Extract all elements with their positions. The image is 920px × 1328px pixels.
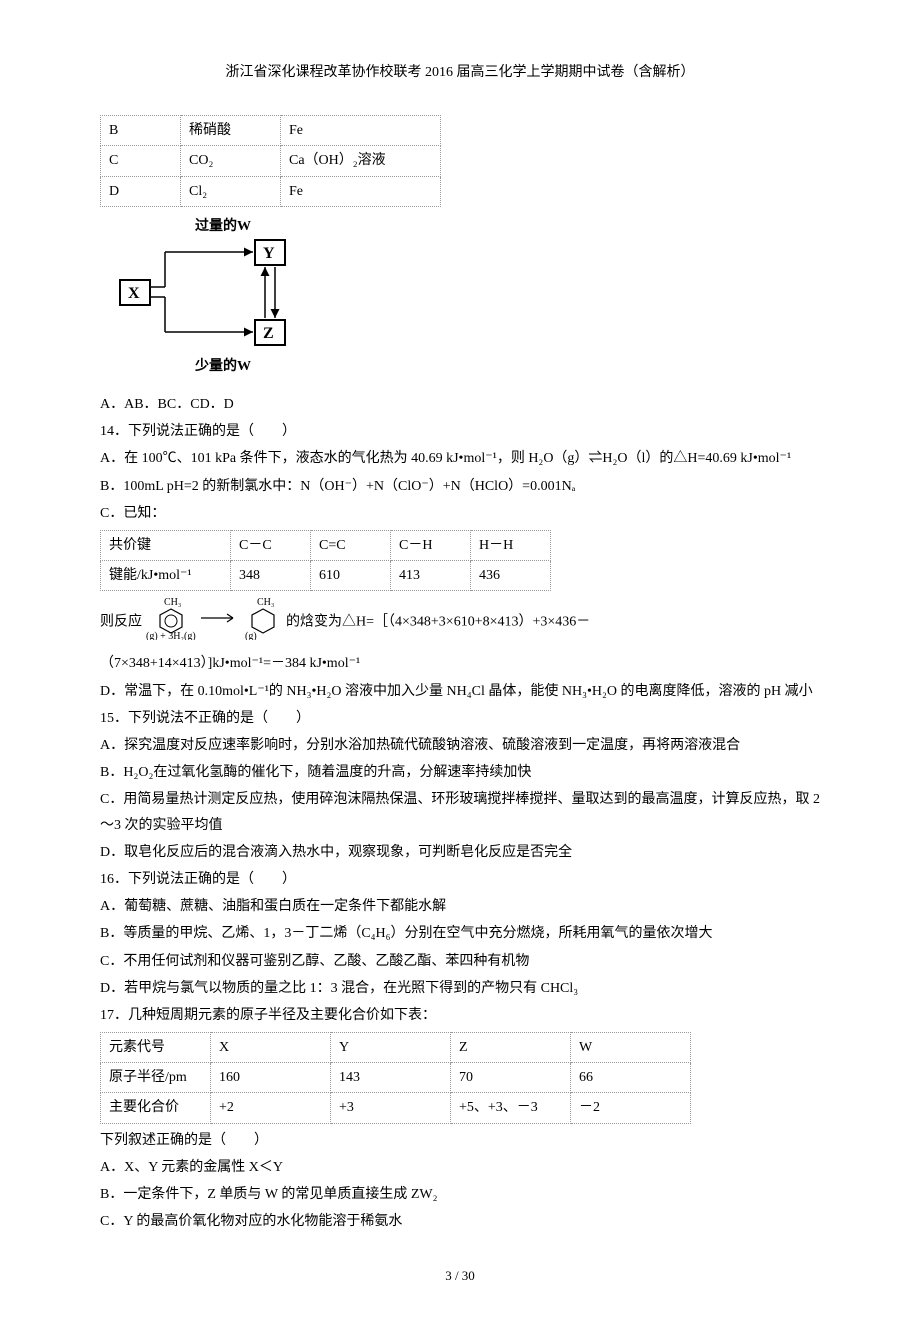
page-footer: 3 / 30 (100, 1264, 820, 1287)
table-cell: 原子半径/pm (101, 1063, 211, 1093)
q14-reaction: 则反应 CH₃ (g) + 3H₂(g) CH₃ (g) 的焓变为△H=［（4×… (100, 595, 820, 649)
q17-title: 17．几种短周期元素的原子半径及主要化合价如下表： (100, 1003, 820, 1028)
table-row: DCl₂Fe (101, 176, 441, 206)
table-cell: 70 (451, 1063, 571, 1093)
table-cell: －2 (571, 1093, 691, 1123)
q14-option-a: A．在 100℃、101 kPa 条件下，液态水的气化热为 40.69 kJ•m… (100, 446, 820, 471)
table-cell: CO₂ (181, 146, 281, 176)
table-cell: 66 (571, 1063, 691, 1093)
q15-option-a: A．探究温度对反应速率影响时，分别水浴加热硫代硫酸钠溶液、硫酸溶液到一定温度，再… (100, 733, 820, 758)
table-row: 原子半径/pm1601437066 (101, 1063, 691, 1093)
table-cell: 稀硝酸 (181, 116, 281, 146)
table-cell: 436 (471, 561, 551, 591)
table-row: CCO₂Ca（OH）₂溶液 (101, 146, 441, 176)
table-row: 键能/kJ•mol⁻¹348610413436 (101, 561, 551, 591)
q14-title: 14．下列说法正确的是（ ） (100, 419, 820, 444)
q17-option-a: A．X、Y 元素的金属性 X＜Y (100, 1155, 820, 1180)
q15-option-c: C．用简易量热计测定反应热，使用碎泡沫隔热保温、环形玻璃搅拌棒搅拌、量取达到的最… (100, 787, 820, 837)
flow-diagram: 过量的W Y X Z 少量的W (100, 215, 820, 384)
q16-title: 16．下列说法正确的是（ ） (100, 867, 820, 892)
q14-option-d: D．常温下，在 0.10mol•L⁻¹的 NH₃•H₂O 溶液中加入少量 NH₄… (100, 679, 820, 704)
table-cell: D (101, 176, 181, 206)
table-cell: Y (331, 1033, 451, 1063)
diagram-y: Y (263, 245, 275, 262)
q17-subtitle: 下列叙述正确的是（ ） (100, 1128, 820, 1153)
q16-option-b: B．等质量的甲烷、乙烯、1，3－丁二烯（C₄H₆）分别在空气中充分燃烧，所耗用氧… (100, 921, 820, 946)
cyclohexane-icon: CH₃ (g) (243, 595, 283, 649)
diagram-top-label: 过量的W (195, 217, 251, 234)
table-cell: 主要化合价 (101, 1093, 211, 1123)
table-cell: H－H (471, 530, 551, 560)
q15-title: 15．下列说法不正确的是（ ） (100, 706, 820, 731)
table-cell: 元素代号 (101, 1033, 211, 1063)
arrow-icon (199, 608, 239, 637)
table-cell: W (571, 1033, 691, 1063)
table-cell: 413 (391, 561, 471, 591)
benzene-ring-icon: CH₃ (g) + 3H₂(g) (146, 595, 196, 649)
q17-option-c: C．Y 的最高价氧化物对应的水化物能溶于稀氨水 (100, 1209, 820, 1234)
reaction-pre-text: 则反应 (100, 615, 142, 630)
svg-text:(g) + 3H₂(g): (g) + 3H₂(g) (146, 631, 196, 640)
table-cell: +2 (211, 1093, 331, 1123)
table-cell: 143 (331, 1063, 451, 1093)
table-cell: X (211, 1033, 331, 1063)
q17-option-b: B．一定条件下，Z 单质与 W 的常见单质直接生成 ZW₂ (100, 1182, 820, 1207)
table-cell: Cl₂ (181, 176, 281, 206)
diagram-bottom-label: 少量的W (194, 357, 251, 374)
table-bond-energy: 共价键C－CC=CC－HH－H键能/kJ•mol⁻¹348610413436 (100, 530, 551, 591)
table-cell: 610 (311, 561, 391, 591)
page-header: 浙江省深化课程改革协作校联考 2016 届高三化学上学期期中试卷（含解析） (100, 60, 820, 85)
table-cell: C (101, 146, 181, 176)
table-cell: 键能/kJ•mol⁻¹ (101, 561, 231, 591)
q14-option-b: B．100mL pH=2 的新制氯水中：N（OH⁻）+N（ClO⁻）+N（HCl… (100, 474, 820, 499)
q16-option-a: A．葡萄糖、蔗糖、油脂和蛋白质在一定条件下都能水解 (100, 894, 820, 919)
diagram-x: X (128, 285, 140, 302)
table-cell: Z (451, 1033, 571, 1063)
q16-option-d: D．若甲烷与氯气以物质的量之比 1：3 混合，在光照下得到的产物只有 CHCl₃ (100, 976, 820, 1001)
table-cell: C=C (311, 530, 391, 560)
reaction-post-text: 的焓变为△H=［（4×348+3×610+8×413）+3×436－ (286, 615, 590, 630)
table-cell: +3 (331, 1093, 451, 1123)
table-row: 共价键C－CC=CC－HH－H (101, 530, 551, 560)
table-reagents: B稀硝酸FeCCO₂Ca（OH）₂溶液DCl₂Fe (100, 115, 441, 207)
table-row: 主要化合价+2+3+5、+3、－3－2 (101, 1093, 691, 1123)
table-elements: 元素代号XYZW原子半径/pm1601437066主要化合价+2+3+5、+3、… (100, 1032, 691, 1124)
table-cell: Fe (281, 176, 441, 206)
table-cell: C－C (231, 530, 311, 560)
q14-reaction-line2: （7×348+14×413）]kJ•mol⁻¹=－384 kJ•mol⁻¹ (100, 651, 820, 676)
q14-option-c: C．已知： (100, 501, 820, 526)
table-cell: Fe (281, 116, 441, 146)
table-row: 元素代号XYZW (101, 1033, 691, 1063)
q15-option-b: B．H₂O₂在过氧化氢酶的催化下，随着温度的升高，分解速率持续加快 (100, 760, 820, 785)
svg-text:CH₃: CH₃ (164, 597, 181, 608)
table-cell: Ca（OH）₂溶液 (281, 146, 441, 176)
svg-text:(g): (g) (245, 631, 257, 640)
table-cell: 348 (231, 561, 311, 591)
table-cell: 共价键 (101, 530, 231, 560)
q15-option-d: D．取皂化反应后的混合液滴入热水中，观察现象，可判断皂化反应是否完全 (100, 840, 820, 865)
table-cell: 160 (211, 1063, 331, 1093)
q13-options: A．AB．BC．CD．D (100, 392, 820, 417)
table-cell: +5、+3、－3 (451, 1093, 571, 1123)
table-cell: C－H (391, 530, 471, 560)
table-row: B稀硝酸Fe (101, 116, 441, 146)
diagram-z: Z (263, 325, 274, 342)
svg-text:CH₃: CH₃ (257, 597, 274, 608)
table-cell: B (101, 116, 181, 146)
q16-option-c: C．不用任何试剂和仪器可鉴别乙醇、乙酸、乙酸乙酯、苯四种有机物 (100, 949, 820, 974)
